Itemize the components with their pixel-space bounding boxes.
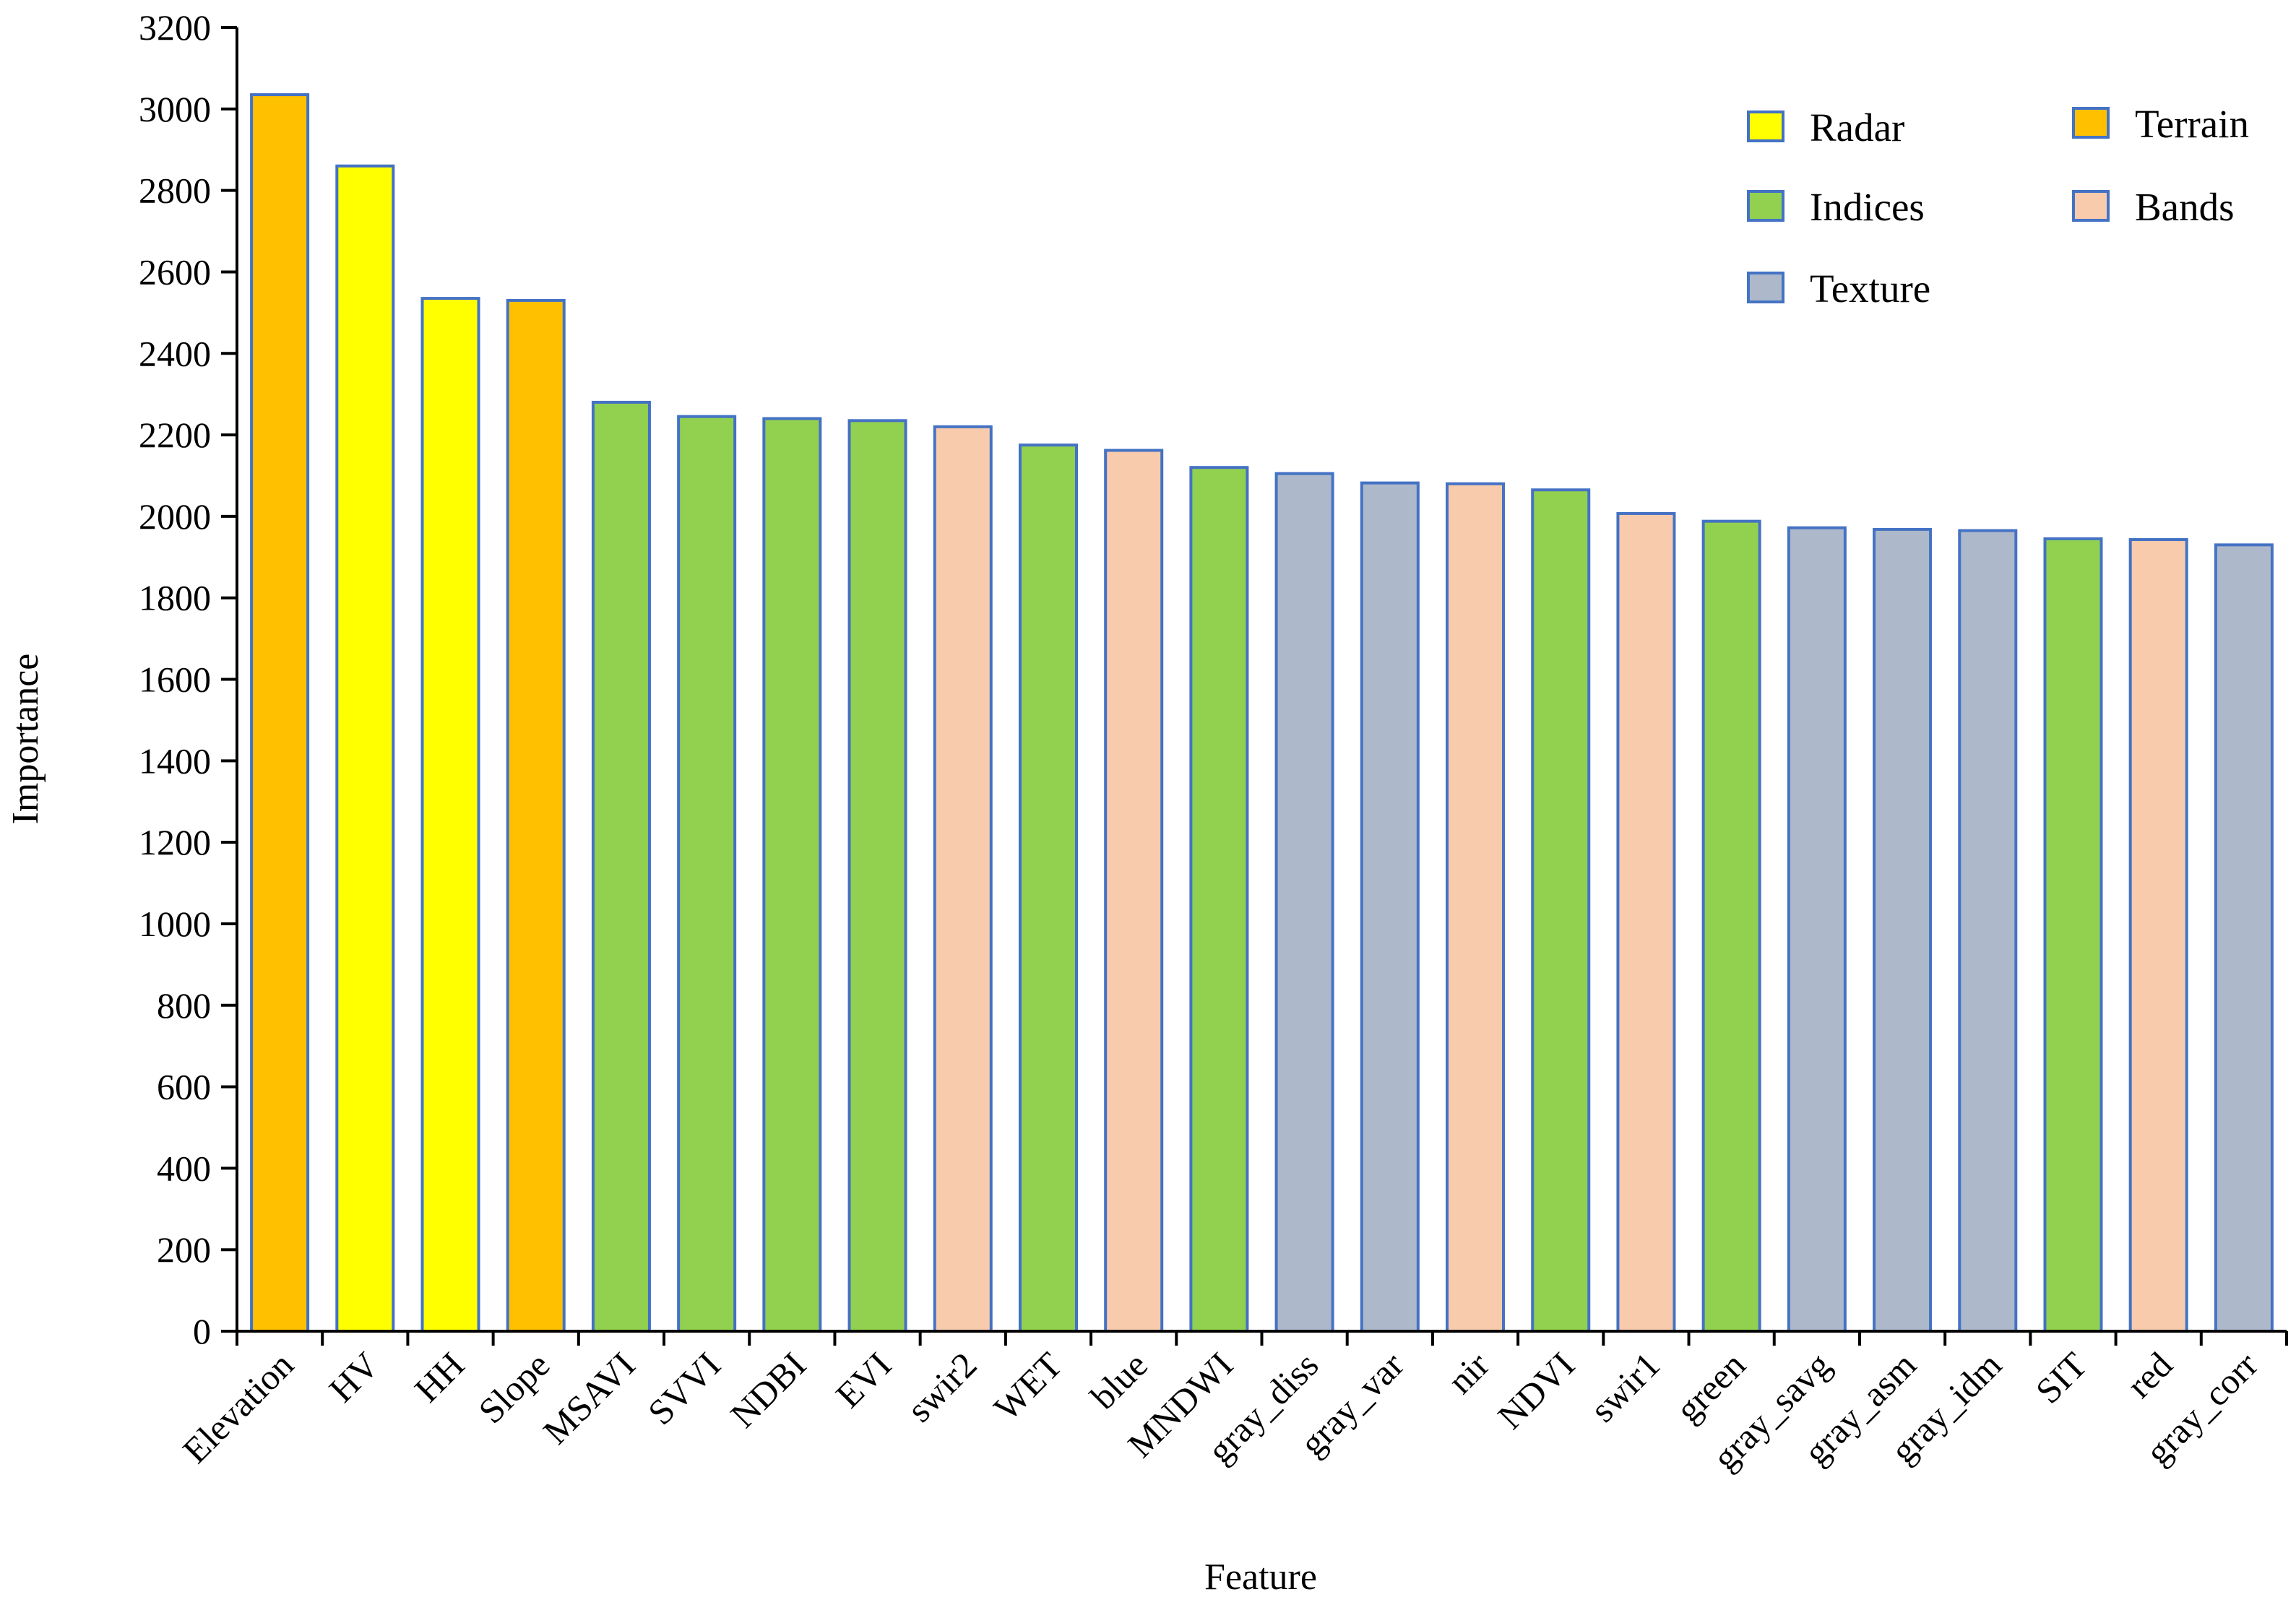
bar-swir2: [933, 425, 993, 1333]
x-tick-label-msavi: MSAVI: [535, 1344, 643, 1452]
x-tick-label-nir: nir: [1440, 1344, 1497, 1401]
legend-label-terrain: Terrain: [2135, 102, 2249, 146]
legend-swatch-terrain: [2072, 107, 2110, 139]
bar-green: [1701, 519, 1761, 1333]
bar-gray-asm: [1873, 527, 1933, 1333]
y-tick-label: 1800: [139, 578, 211, 618]
x-tick-label-ndbi: NDBI: [722, 1344, 813, 1435]
y-tick-label: 800: [157, 985, 211, 1026]
x-tick-label-svvi: SVVI: [640, 1344, 728, 1432]
bars-group: [250, 93, 2274, 1333]
x-tick-label-elevation: Elevation: [175, 1344, 301, 1471]
bar-hh: [420, 297, 480, 1333]
x-ticks-group: [236, 1331, 2288, 1346]
bar-ndvi: [1531, 488, 1591, 1333]
bar-gray-diss: [1274, 472, 1334, 1333]
y-tick-label: 600: [157, 1067, 211, 1107]
y-tick-label: 2200: [139, 415, 211, 455]
x-tick-label-evi: EVI: [828, 1344, 899, 1416]
legend-swatch-texture: [1747, 272, 1784, 303]
x-tick-label-red: red: [2119, 1344, 2180, 1406]
y-tick-label: 2800: [139, 170, 211, 211]
bar-evi: [847, 419, 907, 1333]
y-tick-label: 200: [157, 1229, 211, 1270]
y-tick-label: 1600: [139, 659, 211, 700]
bar-swir1: [1616, 511, 1676, 1333]
legend-swatch-indices: [1747, 190, 1784, 222]
x-tick-label-wet: WET: [986, 1344, 1070, 1428]
x-tick-label-blue: blue: [1082, 1344, 1155, 1416]
bar-msavi: [591, 400, 651, 1333]
legend-label-texture: Texture: [1810, 267, 1930, 311]
bar-gray-var: [1360, 481, 1420, 1333]
x-tick-label-swir2: swir2: [899, 1344, 984, 1429]
bar-gray-savg: [1787, 526, 1847, 1333]
bar-blue: [1104, 449, 1164, 1333]
y-tick-label: 1200: [139, 822, 211, 862]
y-tick-label: 2400: [139, 333, 211, 373]
legend-swatch-radar: [1747, 111, 1784, 142]
legend-label-bands: Bands: [2135, 185, 2235, 229]
y-tick-label: 3000: [139, 89, 211, 129]
x-tick-label-ndvi: NDVI: [1490, 1344, 1582, 1437]
bar-slope: [506, 298, 566, 1333]
x-tick-label-swir1: swir1: [1582, 1344, 1667, 1429]
y-tick-label: 3200: [139, 7, 211, 48]
x-tick-label-hv: HV: [321, 1344, 387, 1410]
bar-ndbi: [762, 417, 822, 1333]
legend-label-indices: Indices: [1810, 185, 1925, 229]
bar-sit: [2043, 537, 2103, 1333]
bar-red: [2128, 538, 2188, 1333]
y-tick-label: 1400: [139, 740, 211, 781]
bar-gray-corr: [2214, 543, 2274, 1333]
bar-wet: [1018, 443, 1078, 1333]
x-tick-label-sit: SIT: [2028, 1344, 2095, 1411]
legend-swatch-bands: [2072, 190, 2110, 222]
y-ticks-group: 0 200 400 600 800 1000 1200 1400 1600 1800 2000 220…: [139, 7, 237, 1351]
bar-mndwi: [1189, 466, 1249, 1333]
bar-gray-idm: [1958, 529, 2018, 1333]
y-tick-label: 1000: [139, 904, 211, 944]
bar-elevation: [250, 93, 310, 1333]
y-axis-title: Importance: [5, 654, 46, 825]
x-axis-title: Feature: [1204, 1557, 1317, 1598]
y-tick-label: 0: [193, 1311, 211, 1351]
bar-hv: [335, 164, 395, 1333]
x-tick-label-hh: HH: [407, 1344, 472, 1410]
bar-nir: [1446, 482, 1506, 1333]
legend-label-radar: Radar: [1810, 105, 1904, 150]
y-tick-label: 400: [157, 1148, 211, 1188]
y-tick-label: 2000: [139, 496, 211, 537]
legend: Radar Terrain Indices Bands Texture: [1747, 102, 2249, 311]
bar-svvi: [677, 415, 737, 1333]
y-tick-label: 2600: [139, 251, 211, 292]
